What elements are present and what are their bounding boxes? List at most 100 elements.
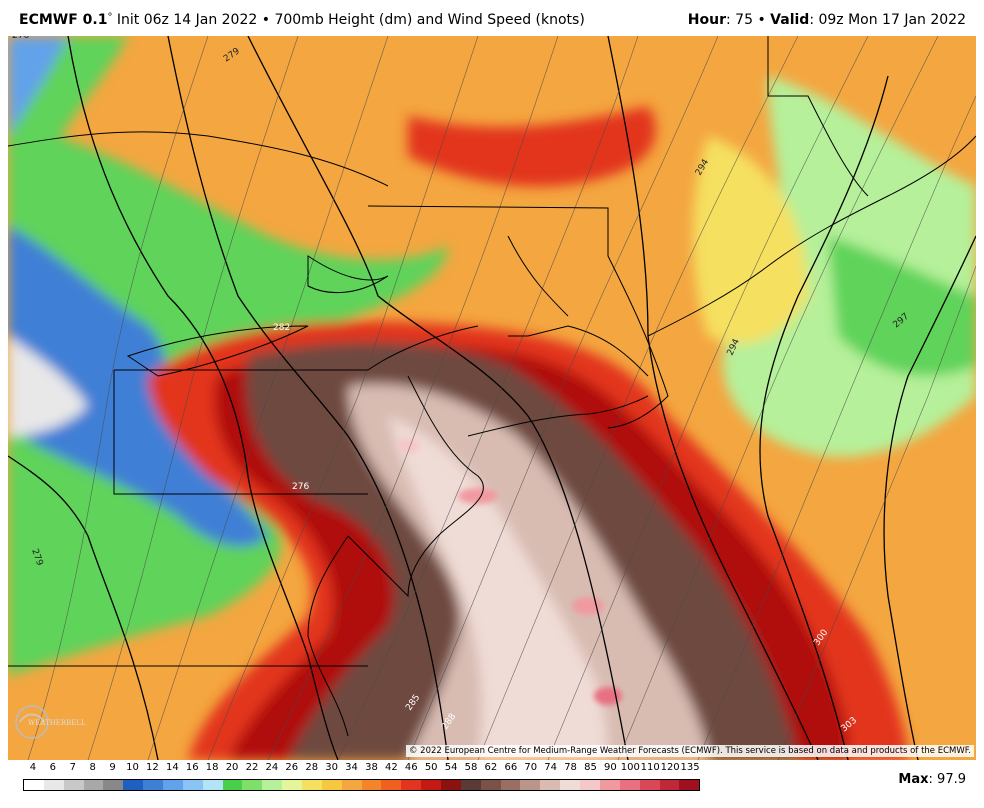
border-line bbox=[113, 370, 368, 495]
max-wind-readout: Max: 97.9 bbox=[898, 772, 966, 787]
scale-label: 22 bbox=[245, 762, 259, 773]
green-zone bbox=[8, 126, 448, 676]
weatherbell-logo: WEATHERBELL bbox=[14, 700, 104, 744]
contour-line bbox=[883, 235, 976, 760]
scale-label: 24 bbox=[265, 762, 279, 773]
scale-label: 16 bbox=[185, 762, 199, 773]
scale-label: 6 bbox=[49, 762, 57, 773]
scale-swatch bbox=[202, 780, 223, 790]
blue-zone-nw bbox=[8, 36, 68, 136]
scale-swatch bbox=[282, 780, 303, 790]
contour-line bbox=[607, 36, 819, 760]
wind-max-2 bbox=[572, 597, 604, 615]
scale-label: 100 bbox=[620, 762, 640, 773]
scale-label: 34 bbox=[345, 762, 358, 773]
scale-swatch bbox=[24, 780, 44, 790]
scale-label: 90 bbox=[604, 762, 617, 773]
hour-label: Hour bbox=[687, 12, 727, 28]
contour-line bbox=[167, 36, 449, 760]
model-name: ECMWF 0.1 bbox=[19, 12, 108, 28]
calm-zone-west bbox=[8, 336, 88, 436]
scale-label: 62 bbox=[484, 762, 498, 773]
scale-swatch bbox=[43, 780, 64, 790]
border-line bbox=[767, 36, 869, 197]
green-zone-nw bbox=[8, 36, 128, 266]
scale-swatch bbox=[460, 780, 481, 790]
border-line bbox=[8, 131, 389, 187]
scale-swatch bbox=[659, 780, 680, 790]
scale-swatch bbox=[540, 780, 561, 790]
copyright-notice: © 2022 European Centre for Medium-Range … bbox=[405, 745, 974, 757]
scale-label: 30 bbox=[325, 762, 338, 773]
scale-label: 26 bbox=[285, 762, 299, 773]
wind-max-1 bbox=[458, 488, 498, 504]
scale-swatch bbox=[361, 780, 382, 790]
contour-label: 276 bbox=[12, 36, 29, 41]
scale-label: 74 bbox=[544, 762, 558, 773]
scale-label: 66 bbox=[504, 762, 518, 773]
wind-max-4 bbox=[396, 438, 420, 454]
scale-label: 14 bbox=[165, 762, 179, 773]
scale-label: 7 bbox=[69, 762, 76, 773]
weather-map[interactable]: 282 276 285 288 300 303 279 279 294 294 … bbox=[8, 36, 976, 760]
scale-label: 135 bbox=[680, 762, 700, 773]
scale-swatch bbox=[520, 780, 541, 790]
map-canvas: 282 276 285 288 300 303 279 279 294 294 … bbox=[8, 36, 976, 760]
scale-swatch bbox=[560, 780, 581, 790]
yellow-zone-east bbox=[693, 136, 808, 344]
hour-value: : 75 bbox=[726, 12, 753, 28]
logo-text: WEATHERBELL bbox=[28, 719, 86, 727]
max-value: : 97.9 bbox=[928, 772, 966, 787]
scale-label: 38 bbox=[365, 762, 378, 773]
title-separator: • bbox=[261, 12, 270, 28]
scale-label: 20 bbox=[225, 762, 239, 773]
valid-time-info: Hour: 75 • Valid: 09z Mon 17 Jan 2022 bbox=[688, 12, 966, 28]
scale-label: 78 bbox=[564, 762, 577, 773]
scale-swatch bbox=[163, 780, 183, 790]
valid-value: : 09z Mon 17 Jan 2022 bbox=[809, 12, 966, 28]
scale-label: 120 bbox=[660, 762, 680, 773]
wind-maxima bbox=[396, 438, 622, 705]
height-contours bbox=[8, 36, 976, 760]
scale-label: 110 bbox=[640, 762, 660, 773]
scale-label: 28 bbox=[305, 762, 319, 773]
scale-swatch bbox=[500, 780, 521, 790]
valid-separator: • bbox=[757, 12, 766, 28]
scale-swatch bbox=[262, 780, 283, 790]
contour-line bbox=[8, 455, 159, 760]
streamline bbox=[87, 36, 299, 760]
scale-swatch bbox=[619, 780, 640, 790]
scale-swatch bbox=[222, 780, 243, 790]
wind-max-3 bbox=[594, 687, 622, 705]
streamline bbox=[267, 36, 559, 760]
field-description: 700mb Height (dm) and Wind Speed (knots) bbox=[274, 12, 585, 28]
scale-swatch bbox=[381, 780, 402, 790]
scale-label: 18 bbox=[205, 762, 219, 773]
scale-swatch bbox=[639, 780, 660, 790]
scale-swatch bbox=[480, 780, 501, 790]
scale-label: 4 bbox=[29, 762, 37, 773]
red-zone-north bbox=[408, 106, 656, 187]
border-line bbox=[507, 235, 569, 317]
scale-bar bbox=[23, 779, 700, 791]
scale-swatch bbox=[441, 780, 461, 790]
scale-swatch bbox=[302, 780, 322, 790]
scale-swatch bbox=[242, 780, 263, 790]
scale-label: 46 bbox=[404, 762, 418, 773]
contour-labels-dark: 279 279 294 294 297 276 bbox=[12, 36, 911, 567]
contour-label: 282 bbox=[273, 323, 290, 333]
contour-line bbox=[759, 75, 889, 760]
scale-label: 8 bbox=[89, 762, 96, 773]
scale-labels: 4 6 7 8 9 10 12 14 16 18 20 22 24 26 28 30 34 38 42 46 50 54 5… bbox=[20, 762, 700, 776]
contour-line bbox=[247, 36, 629, 760]
scale-swatch bbox=[341, 780, 362, 790]
scale-label: 42 bbox=[384, 762, 398, 773]
scale-swatch bbox=[580, 780, 600, 790]
lake-erie bbox=[126, 325, 309, 377]
map-header: ECMWF 0.1° Init 06z 14 Jan 2022 • 700mb … bbox=[0, 0, 984, 36]
scale-swatch bbox=[123, 780, 144, 790]
scale-label: 85 bbox=[584, 762, 597, 773]
degree-symbol: ° bbox=[107, 12, 113, 23]
scale-swatch bbox=[143, 780, 164, 790]
coastline bbox=[347, 375, 484, 598]
